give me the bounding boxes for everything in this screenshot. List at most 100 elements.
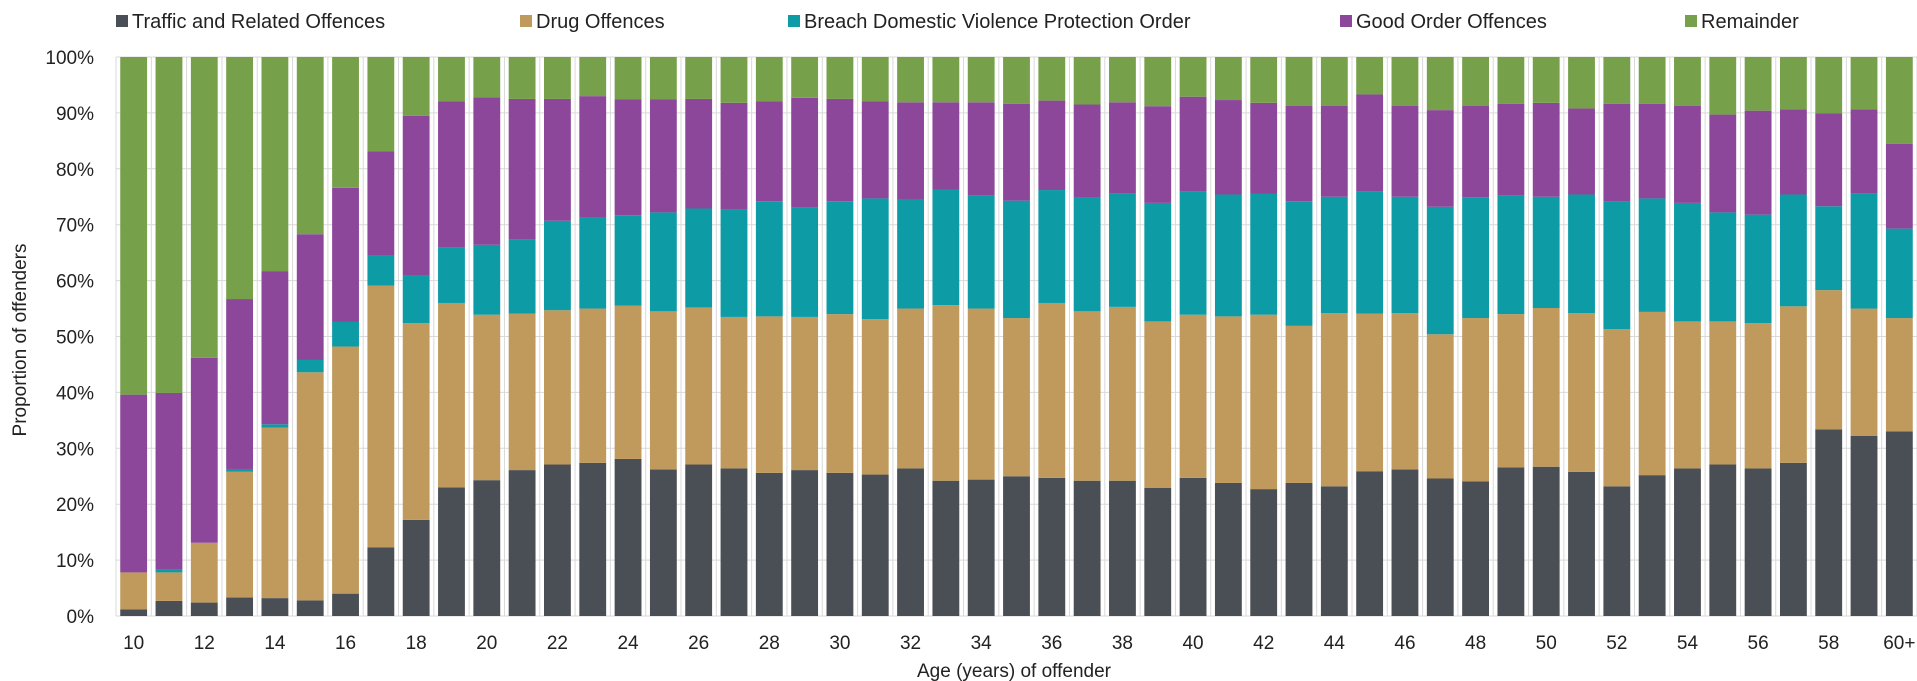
x-tick-label: 38 — [1112, 633, 1133, 654]
bar-stack — [367, 57, 395, 616]
bar-segment — [402, 57, 430, 116]
bar-stack — [897, 57, 924, 616]
bar-segment — [720, 209, 748, 317]
bar-segment — [1003, 200, 1030, 319]
bar-stack — [1568, 57, 1595, 616]
bar-segment — [1568, 57, 1595, 109]
bar-stack — [1109, 57, 1136, 616]
bar-segment — [1744, 57, 1772, 111]
bars — [120, 57, 1913, 616]
bar-segment — [1779, 109, 1807, 195]
bar-segment — [1109, 480, 1136, 616]
legend-item: Traffic and Related Offences — [116, 11, 385, 33]
bar-segment — [473, 97, 501, 245]
bar-segment — [1885, 143, 1913, 229]
bar-segment — [261, 598, 289, 616]
y-tick-label: 60% — [56, 272, 94, 293]
y-tick-label: 70% — [56, 216, 94, 237]
bar-segment — [544, 220, 571, 311]
x-tick-label: 36 — [1041, 633, 1062, 654]
bar-segment — [1462, 318, 1489, 482]
bar-segment — [1674, 468, 1701, 616]
bar-stack — [190, 57, 218, 616]
bar-stack — [1779, 57, 1807, 616]
bar-segment — [296, 359, 324, 373]
x-tick-label: 28 — [759, 633, 780, 654]
bar-segment — [826, 314, 854, 473]
bar-stack — [1638, 57, 1666, 616]
bar-stack — [1356, 57, 1384, 616]
bar-segment — [1709, 464, 1737, 616]
bar-segment — [649, 469, 677, 616]
bar-stack — [508, 57, 536, 616]
bar-segment — [649, 99, 677, 213]
bar-segment — [861, 101, 889, 199]
bar-segment — [861, 474, 889, 616]
bar-segment — [1003, 57, 1030, 104]
y-axis-title: Proportion of offenders — [10, 244, 31, 437]
legend-item: Breach Domestic Violence Protection Orde… — [788, 11, 1191, 33]
bar-segment — [120, 609, 148, 616]
bar-segment — [1568, 194, 1595, 314]
bar-segment — [1744, 323, 1772, 469]
bar-segment — [1179, 57, 1207, 97]
bar-segment — [226, 57, 254, 300]
bar-stack — [1885, 57, 1913, 616]
bar-segment — [932, 305, 960, 481]
bar-segment — [1073, 197, 1101, 312]
bar-segment — [1532, 307, 1560, 467]
bar-segment — [1038, 57, 1066, 101]
legend-item: Remainder — [1685, 11, 1799, 33]
bar-segment — [120, 572, 148, 610]
bar-segment — [649, 57, 677, 100]
bar-segment — [1003, 476, 1030, 616]
bar-segment — [402, 115, 430, 276]
bar-segment — [1285, 105, 1313, 202]
bar-segment — [1885, 431, 1913, 616]
bar-segment — [1744, 110, 1772, 215]
x-tick-label: 30 — [829, 633, 850, 654]
bar-stack — [296, 57, 324, 616]
y-tick-label: 20% — [56, 495, 94, 516]
bar-segment — [826, 201, 854, 315]
bar-segment — [861, 57, 889, 102]
bar-segment — [508, 98, 536, 240]
bar-stack — [967, 57, 995, 616]
x-tick-label: 48 — [1465, 633, 1486, 654]
bar-segment — [296, 600, 324, 616]
bar-segment — [1462, 105, 1489, 198]
x-tick-label: 52 — [1606, 633, 1627, 654]
y-tick-label: 90% — [56, 104, 94, 125]
bar-segment — [1532, 466, 1560, 616]
bar-segment — [614, 305, 642, 459]
bar-segment — [614, 99, 642, 216]
bar-segment — [614, 458, 642, 616]
bar-segment — [967, 57, 995, 103]
bar-segment — [1144, 57, 1172, 107]
bar-stack — [261, 57, 289, 616]
bar-segment — [1850, 193, 1878, 309]
bar-segment — [579, 217, 607, 309]
bar-segment — [1462, 481, 1489, 616]
bar-segment — [1638, 103, 1666, 199]
bar-segment — [1391, 469, 1419, 616]
bar-segment — [332, 321, 359, 347]
bar-segment — [1568, 471, 1595, 616]
bar-stack — [473, 57, 501, 616]
x-tick-label: 54 — [1677, 633, 1699, 654]
bar-segment — [1109, 193, 1136, 307]
bar-segment — [897, 199, 924, 309]
bar-segment — [1497, 103, 1525, 196]
bar-stack — [332, 57, 359, 616]
x-tick-label: 18 — [406, 633, 427, 654]
bar-stack — [861, 57, 889, 616]
bar-segment — [1144, 202, 1172, 322]
bar-segment — [1885, 228, 1913, 319]
bar-segment — [791, 316, 819, 471]
legend-item: Good Order Offences — [1340, 11, 1547, 33]
bar-segment — [755, 472, 783, 616]
bar-segment — [897, 308, 924, 469]
bar-segment — [755, 57, 783, 102]
bar-segment — [332, 57, 359, 188]
